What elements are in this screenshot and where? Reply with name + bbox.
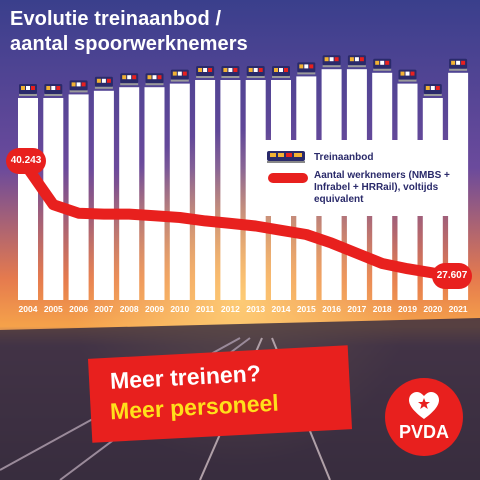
train-icon [170,69,189,82]
train-icon [272,66,290,78]
x-tick-label: 2012 [220,304,240,314]
x-tick-label: 2013 [246,304,266,314]
x-tick-label: 2008 [119,304,139,314]
train-icon [449,58,468,71]
x-tick-label: 2011 [195,304,215,314]
train-icon [322,55,341,68]
data-label-last: 27.607 [432,263,472,289]
train-icon [120,73,139,86]
heart-star-icon [409,392,439,419]
x-tick-label: 2005 [43,304,63,314]
x-tick-label: 2018 [372,304,392,314]
employees-line [22,163,464,282]
x-tick-label: 2006 [69,304,89,314]
train-icon [94,76,113,89]
x-tick-label: 2014 [271,304,291,314]
train-icon [246,66,265,78]
bar-2012 [220,80,241,300]
train-icon [373,58,392,71]
train-icon [44,84,63,96]
legend-swatch-employees [268,173,308,183]
x-tick-label: 2009 [145,304,164,314]
train-icon [69,80,88,93]
logo-text: PVDA [398,422,449,442]
bar-2006 [68,94,89,301]
x-tick-label: 2021 [448,304,468,314]
x-tick-label: 2015 [296,304,316,314]
train-icon [19,84,37,96]
bar-2004 [18,98,38,300]
train-icon [196,66,215,78]
chart-title-line2: aantal spoorwerknemers [10,33,248,55]
train-icon [297,62,316,75]
bar-2007 [93,90,114,300]
pvda-logo: PVDA [385,378,463,456]
legend-item-employees: Aantal werknemers (NMBS + Infrabel + HRR… [314,170,450,205]
x-tick-label: 2016 [322,304,342,314]
chart-title-line1: Evolutie treinaanbod / [10,8,222,30]
bar-2009 [144,87,165,300]
x-tick-label: 2019 [398,304,417,314]
slogan-banner: Meer treinen? Meer personeel [87,345,353,443]
train-icon [423,84,442,96]
train-icon [347,55,366,68]
train-icon [221,66,240,78]
bar-2013 [245,80,266,300]
x-tick-label: 2007 [94,304,114,314]
x-tick-label: 2010 [170,304,190,314]
x-tick-label: 2017 [347,304,367,314]
train-icon [267,151,305,163]
chart-legend: Treinaanbod Aantal werknemers (NMBS + In… [258,140,460,216]
x-tick-label: 2020 [423,304,443,314]
train-icon [398,69,417,82]
train-icon [145,73,164,86]
bar-2011 [195,80,216,300]
bar-2008 [119,87,140,300]
bar-2010 [169,83,190,300]
x-tick-label: 2004 [18,304,38,314]
legend-item-train-offer: Treinaanbod [314,152,374,163]
data-label-first: 40.243 [6,148,46,174]
